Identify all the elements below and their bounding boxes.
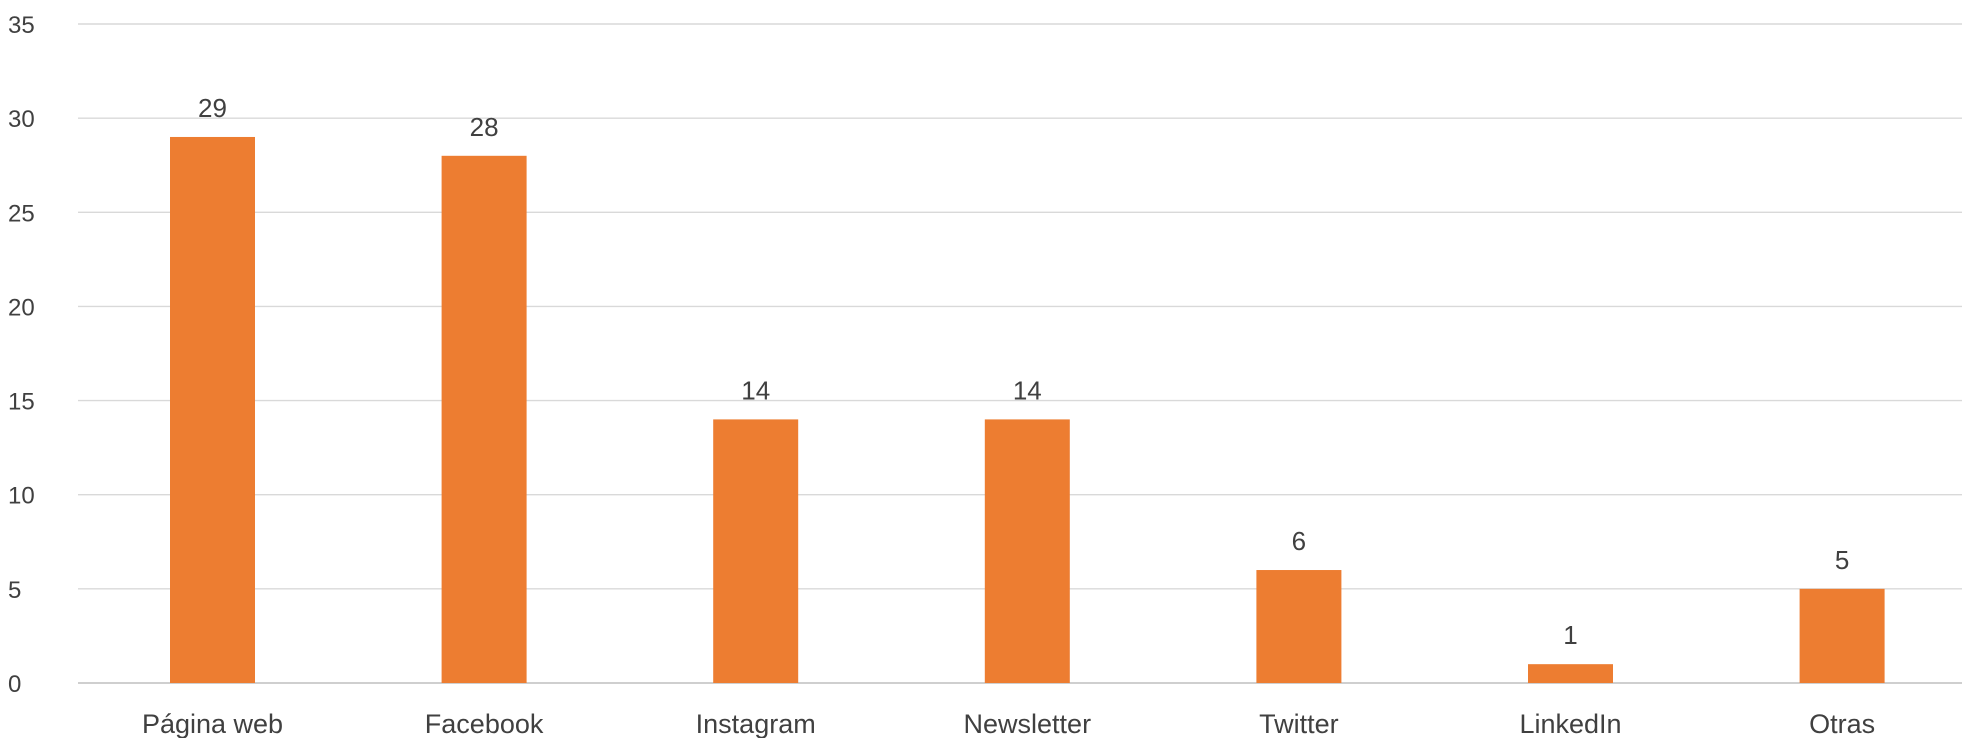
x-category-label: Página web [142,709,283,738]
y-tick-label: 30 [8,106,35,133]
x-category-label: Twitter [1259,709,1339,738]
x-axis-category-labels: Página web Facebook Instagram Newsletter Twi… [142,709,1875,738]
y-tick-label: 5 [8,577,21,604]
x-category-label: LinkedIn [1519,709,1621,738]
data-label: 28 [470,112,499,142]
bar [1799,588,1885,683]
y-tick-label: 10 [8,483,35,510]
x-category-label: Facebook [425,709,544,738]
data-label: 14 [1013,375,1042,405]
data-labels: 29 28 14 14 6 1 5 [198,93,1849,650]
bar [170,136,255,683]
data-label: 29 [198,93,227,123]
bars [170,136,1885,684]
y-tick-label: 20 [8,294,35,321]
bar [1256,570,1342,683]
y-tick-label: 35 [8,12,35,39]
bar [1528,664,1613,683]
bar [984,419,1070,683]
x-category-label: Newsletter [964,709,1092,738]
bar [441,155,527,684]
data-label: 14 [741,375,770,405]
bar [713,419,799,683]
data-label: 5 [1835,545,1849,575]
x-category-label: Otras [1809,709,1875,738]
x-category-label: Instagram [696,709,816,738]
y-tick-label: 0 [8,671,21,698]
y-axis-tick-labels: 0 5 10 15 20 25 30 35 [8,12,35,698]
data-label: 1 [1563,620,1577,650]
y-tick-label: 15 [8,389,35,416]
data-label: 6 [1292,526,1306,556]
y-tick-label: 25 [8,200,35,227]
